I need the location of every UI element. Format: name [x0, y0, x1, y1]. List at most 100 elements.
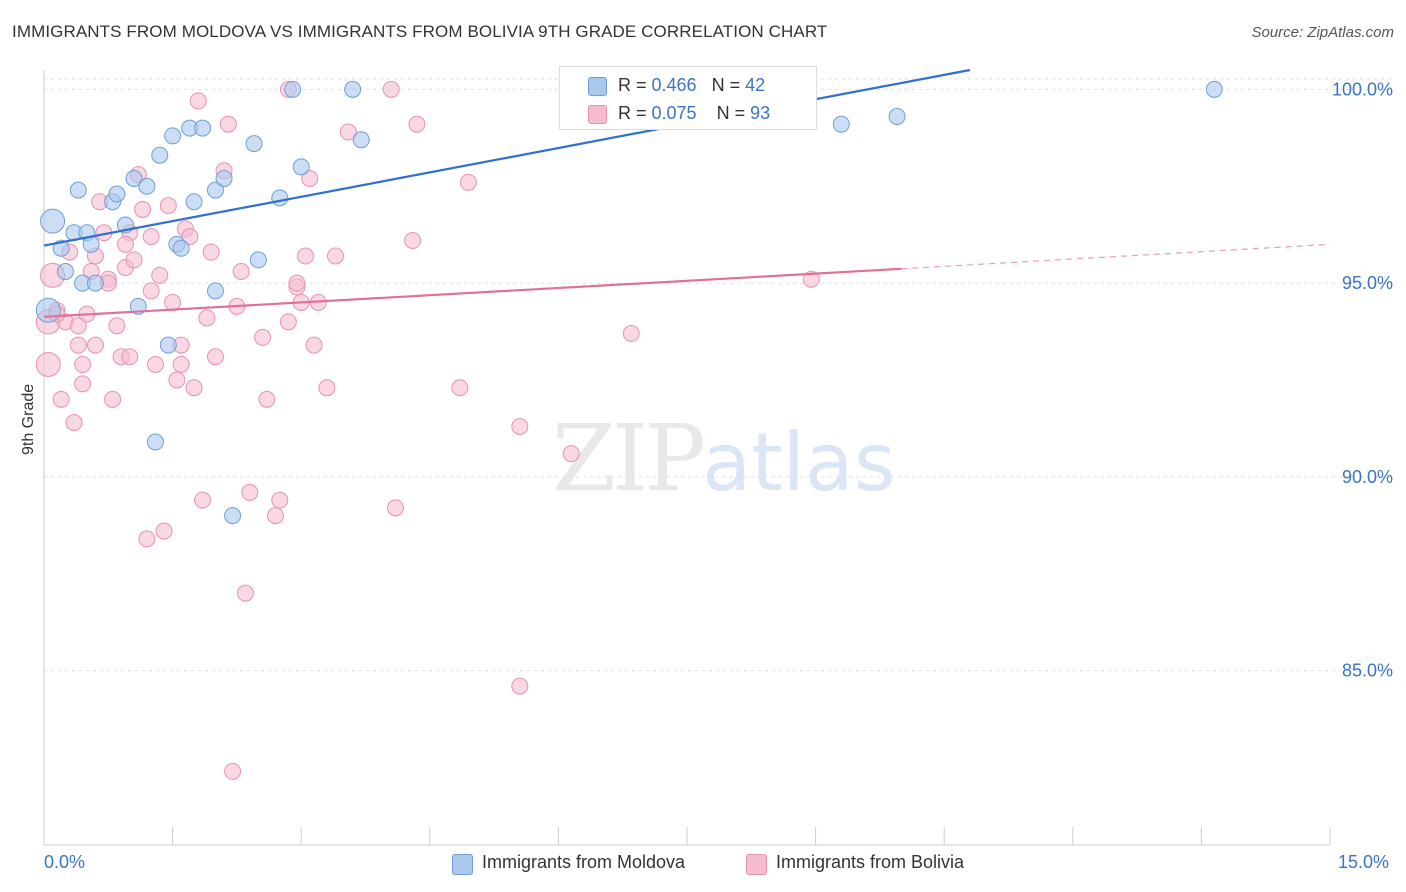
- bolivia-point: [104, 390, 122, 408]
- moldova-point: [56, 263, 74, 280]
- bolivia-n-value: 93: [750, 103, 771, 123]
- moldova-point: [108, 185, 126, 203]
- moldova-point: [224, 507, 242, 525]
- bolivia-point: [155, 522, 173, 540]
- bolivia-point: [116, 235, 134, 253]
- bolivia-point: [168, 371, 186, 389]
- bolivia-point: [198, 309, 216, 327]
- bolivia-point: [151, 266, 169, 284]
- bolivia-point: [318, 379, 336, 397]
- y-axis-label: 9th Grade: [20, 383, 37, 455]
- moldova-point: [832, 115, 850, 133]
- y-tick-label: 90.0%: [1342, 467, 1393, 487]
- bolivia-stats-row: R = 0.075 N = 93: [618, 103, 770, 124]
- bolivia-point: [125, 251, 143, 269]
- bolivia-point: [802, 270, 820, 288]
- bolivia-point: [232, 263, 250, 280]
- n-label: N =: [716, 103, 751, 123]
- bolivia-point: [288, 274, 306, 292]
- bolivia-point: [219, 115, 237, 133]
- watermark-atlas: atlas: [702, 416, 896, 509]
- y-tick-label: 95.0%: [1342, 273, 1393, 293]
- bolivia-point: [108, 317, 126, 335]
- bolivia-point: [185, 379, 203, 397]
- bolivia-point: [241, 483, 259, 501]
- bolivia-point: [202, 243, 220, 261]
- moldova-point: [138, 177, 156, 195]
- bolivia-point: [159, 197, 177, 215]
- bolivia-point: [258, 390, 276, 408]
- moldova-point: [35, 297, 61, 323]
- bolivia-point: [206, 348, 224, 366]
- legend-moldova-label: Immigrants from Moldova: [482, 852, 686, 872]
- moldova-point: [146, 433, 164, 451]
- bolivia-point: [35, 352, 61, 377]
- stats-legend: R = 0.466 N = 42 R = 0.075 N = 93: [559, 66, 817, 130]
- r-label: R =: [618, 75, 652, 95]
- x-tick-label-max: 15.0%: [1338, 852, 1390, 872]
- bolivia-point: [511, 677, 529, 695]
- bolivia-point: [74, 375, 92, 393]
- moldova-point: [284, 80, 302, 98]
- moldova-point: [194, 119, 212, 137]
- moldova-point: [185, 193, 203, 211]
- bolivia-point: [138, 530, 156, 548]
- n-label: N =: [711, 75, 746, 95]
- moldova-point: [164, 127, 182, 145]
- moldova-point: [52, 239, 70, 257]
- bolivia-point: [459, 173, 477, 191]
- moldova-n-value: 42: [745, 75, 766, 95]
- moldova-point: [40, 208, 66, 234]
- bolivia-point: [339, 123, 357, 141]
- bolivia-point: [305, 336, 323, 354]
- bolivia-point: [74, 356, 92, 373]
- bolivia-point: [65, 414, 83, 432]
- bolivia-trend-line: [43, 267, 902, 318]
- bolivia-point: [404, 232, 422, 249]
- bolivia-point: [172, 356, 190, 373]
- bolivia-point: [69, 317, 87, 335]
- bolivia-point: [121, 348, 139, 366]
- bolivia-trend-extension: [901, 243, 1331, 270]
- bolivia-point: [266, 507, 284, 525]
- bolivia-point: [236, 584, 254, 602]
- bolivia-point: [387, 499, 405, 517]
- moldova-point: [249, 251, 267, 269]
- moldova-point: [215, 170, 233, 187]
- bolivia-r-value: 0.075: [651, 103, 697, 123]
- bolivia-point: [189, 92, 207, 110]
- bolivia-point: [382, 80, 400, 98]
- x-tick-label-min: 0.0%: [44, 852, 86, 872]
- y-tick-label: 100.0%: [1332, 79, 1393, 99]
- legend-bolivia-label: Immigrants from Bolivia: [776, 852, 965, 872]
- bolivia-point: [511, 418, 529, 435]
- bolivia-point: [69, 336, 87, 354]
- moldova-point: [888, 108, 906, 125]
- moldova-swatch: [588, 77, 607, 96]
- moldova-point: [172, 239, 190, 257]
- bolivia-point: [181, 228, 199, 246]
- bolivia-point: [279, 313, 297, 331]
- bolivia-point: [86, 336, 104, 354]
- moldova-point: [69, 181, 87, 199]
- legend-moldova-swatch: [452, 854, 473, 875]
- moldova-point: [159, 336, 177, 354]
- moldova-point: [1205, 80, 1223, 98]
- legend-bolivia-swatch: [746, 854, 767, 875]
- bolivia-point: [296, 247, 314, 265]
- bolivia-point: [52, 390, 70, 408]
- moldova-r-value: 0.466: [651, 75, 697, 95]
- y-tick-label: 85.0%: [1342, 661, 1393, 681]
- moldova-point: [292, 158, 310, 176]
- bolivia-point: [562, 445, 580, 463]
- moldova-point: [151, 146, 169, 164]
- bolivia-point: [194, 491, 212, 509]
- bolivia-point: [134, 201, 152, 218]
- bolivia-point: [142, 282, 160, 300]
- r-label: R =: [618, 103, 652, 123]
- bolivia-point: [254, 328, 272, 346]
- bolivia-point: [622, 325, 640, 342]
- bolivia-point: [451, 379, 469, 397]
- moldova-point: [206, 282, 224, 300]
